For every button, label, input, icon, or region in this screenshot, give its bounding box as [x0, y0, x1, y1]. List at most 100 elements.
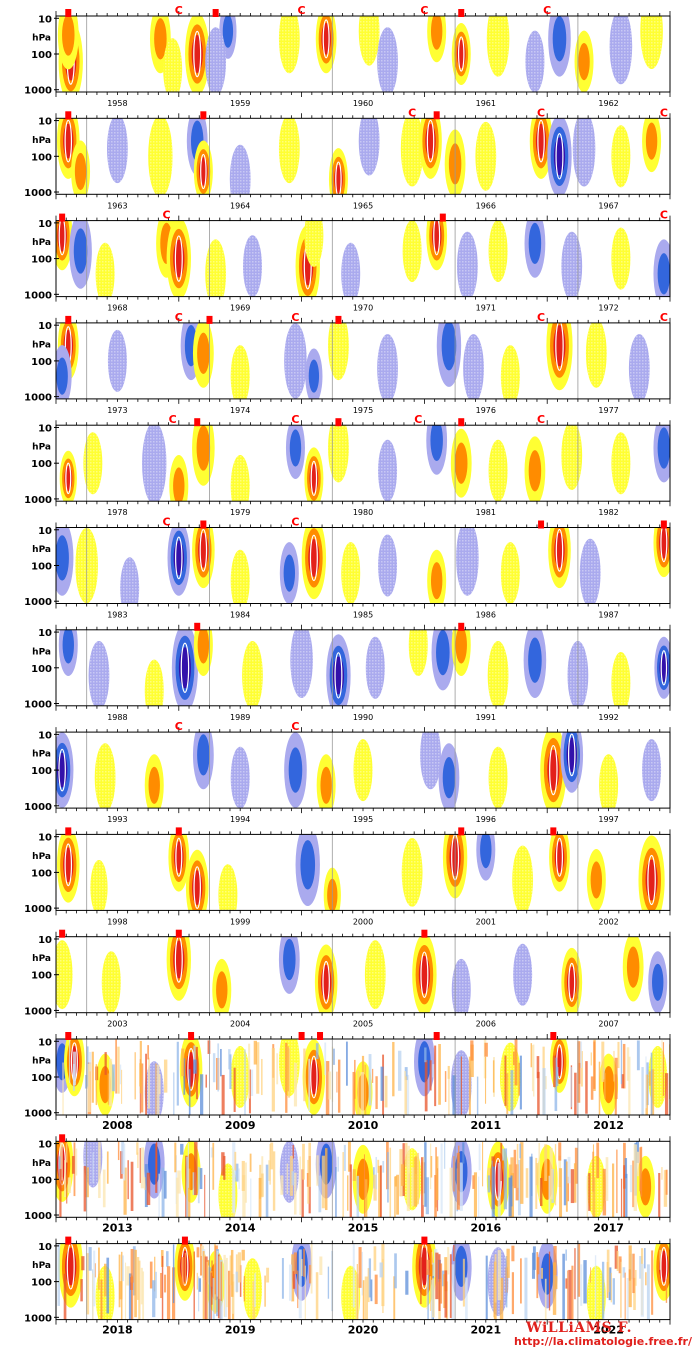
streak: [555, 1276, 558, 1290]
contour-line: [660, 1246, 668, 1286]
year-label: 1986: [476, 611, 496, 620]
year-label: 2021: [470, 1324, 501, 1337]
stipple: [353, 739, 373, 802]
anomaly-contour-fill: [652, 963, 664, 1001]
streak: [438, 1254, 441, 1311]
streak: [294, 1172, 297, 1215]
stipple: [95, 242, 115, 297]
streak: [628, 1056, 631, 1115]
onset-marker: [59, 213, 66, 222]
streak: [63, 1273, 67, 1320]
streak: [229, 1054, 232, 1090]
streak: [577, 1041, 581, 1103]
c-marker: C: [660, 106, 668, 119]
streak: [258, 1177, 262, 1218]
anomaly-cell: [408, 629, 428, 676]
streak: [368, 1258, 372, 1298]
streak: [325, 1148, 328, 1211]
anomaly-cell: [412, 936, 437, 1013]
streak: [552, 1262, 557, 1315]
streak: [549, 1147, 553, 1200]
year-label: 1959: [230, 99, 250, 108]
y-tick-label: 100: [31, 1175, 52, 1186]
stipple: [377, 27, 398, 92]
streak: [248, 1043, 251, 1099]
streak: [519, 1055, 522, 1110]
stipple: [218, 864, 238, 911]
streak: [291, 1254, 295, 1302]
streak: [270, 1142, 274, 1170]
anomaly-cell: [230, 746, 250, 809]
anomaly-contour-fill: [56, 357, 68, 395]
year-label: 1993: [107, 815, 127, 824]
onset-marker: [65, 315, 72, 324]
streak: [356, 1175, 360, 1218]
streak: [272, 1151, 276, 1211]
anomaly-cell: [476, 834, 496, 881]
streak: [616, 1251, 619, 1272]
streak: [164, 1170, 167, 1199]
year-label: 2003: [107, 1020, 127, 1029]
streak: [441, 1270, 445, 1287]
anomaly-cell: [549, 834, 570, 892]
streak: [205, 1074, 207, 1088]
onset-marker: [175, 929, 182, 938]
anomaly-contour-fill: [480, 834, 492, 869]
streak: [608, 1267, 612, 1301]
y-tick-label: 10: [38, 14, 52, 25]
stipple: [561, 231, 583, 297]
streak: [241, 1160, 245, 1191]
anomaly-cell: [107, 329, 127, 392]
anomaly-cell: [500, 345, 520, 399]
anomaly-field: [56, 118, 662, 195]
streak: [122, 1255, 124, 1282]
streak: [404, 1071, 406, 1114]
author-signature: WiLLiAMS F.: [525, 1320, 633, 1336]
streak: [405, 1076, 407, 1115]
source-url[interactable]: http://la.climatologie.free.fr/: [514, 1335, 692, 1348]
streak: [424, 1060, 428, 1112]
anomaly-cell: [574, 30, 594, 92]
streak: [558, 1142, 562, 1161]
anomaly-cell: [90, 860, 108, 911]
streak: [368, 1054, 372, 1106]
anomaly-cell: [488, 746, 508, 809]
streak: [140, 1147, 145, 1189]
anomaly-cell: [431, 629, 455, 691]
streak: [80, 1279, 83, 1302]
anomaly-cell: [230, 1046, 250, 1108]
streak: [641, 1067, 644, 1115]
streak: [292, 1271, 296, 1289]
anomaly-cell: [611, 125, 631, 188]
anomaly-cell: [316, 754, 336, 809]
year-label: 1974: [230, 406, 250, 415]
anomaly-cell: [278, 936, 300, 994]
anomaly-cell: [88, 641, 110, 706]
anomaly-cell: [400, 118, 424, 187]
anomaly-cell: [278, 118, 300, 184]
stipple: [242, 641, 263, 706]
y-unit-label: hPa: [32, 340, 51, 350]
streak: [244, 1049, 246, 1115]
anomaly-cell: [166, 220, 191, 297]
anomaly-cell: [353, 739, 373, 802]
anomaly-cell: [488, 439, 508, 502]
year-label: 2002: [598, 917, 618, 926]
anomaly-cell: [611, 652, 631, 706]
streak: [497, 1162, 501, 1218]
streak: [121, 1069, 123, 1104]
streak: [434, 1045, 437, 1107]
anomaly-cell: [378, 534, 398, 597]
streak: [107, 1073, 110, 1105]
streak: [586, 1176, 589, 1218]
stipple: [365, 636, 385, 699]
streak: [249, 1069, 254, 1096]
anomaly-cell: [586, 1155, 606, 1218]
streak: [565, 1249, 567, 1261]
year-label: 2010: [348, 1119, 379, 1132]
streak: [91, 1051, 94, 1103]
streak: [160, 1272, 162, 1299]
streak: [590, 1076, 594, 1100]
anomaly-cell: [181, 1141, 201, 1203]
streak: [625, 1173, 628, 1218]
